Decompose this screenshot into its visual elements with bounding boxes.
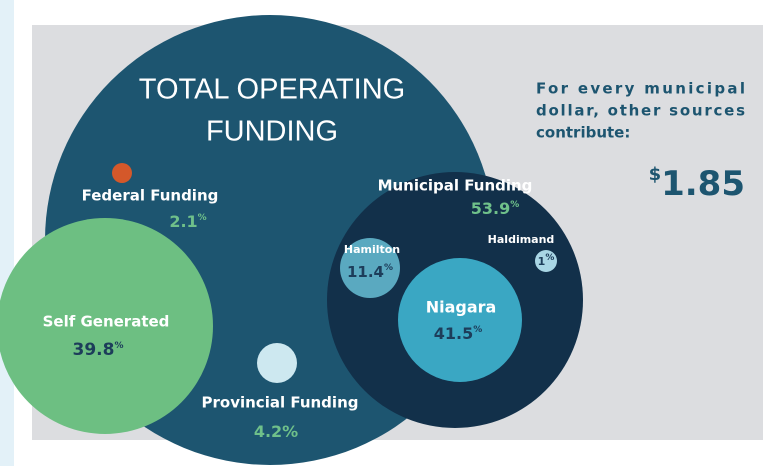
note: dollar, other sources [536, 102, 745, 120]
provincial-circle [257, 343, 297, 383]
haldimand-circle [535, 250, 557, 272]
value: 2.1% [169, 212, 206, 231]
value: 4.2% [254, 422, 298, 441]
label: Hamilton [344, 243, 400, 256]
side-strip [0, 0, 14, 466]
federal-circle [112, 163, 132, 183]
value: 41.5% [434, 324, 483, 343]
label: Self Generated [43, 313, 170, 331]
label: Haldimand [488, 233, 555, 246]
self-circle [0, 218, 213, 434]
note: contribute: [536, 124, 630, 142]
amount: $1.85 [649, 164, 745, 204]
value: 53.9% [471, 199, 520, 218]
value: 39.8% [73, 340, 124, 360]
title: TOTAL OPERATING [139, 74, 405, 106]
label: Niagara [426, 298, 497, 317]
hamilton-circle [340, 238, 400, 298]
label: Federal Funding [82, 187, 219, 205]
value: 11.4% [347, 263, 393, 281]
niagara-circle [398, 258, 522, 382]
value: 1% [538, 253, 555, 269]
note: For every municipal [536, 80, 745, 98]
title: FUNDING [206, 116, 338, 148]
label: Municipal Funding [378, 177, 533, 195]
label: Provincial Funding [202, 394, 359, 412]
